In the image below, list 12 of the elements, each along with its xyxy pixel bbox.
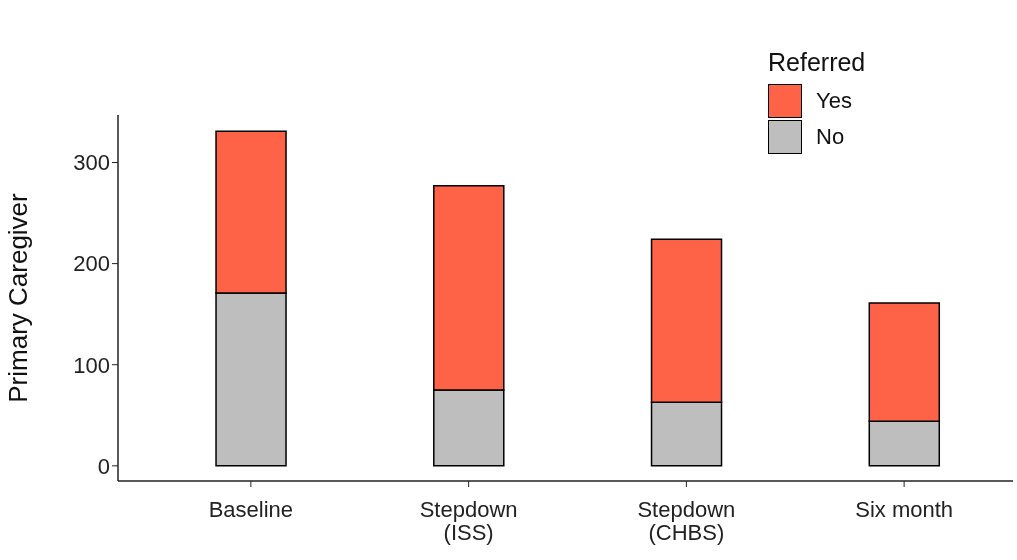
legend-title: Referred: [768, 48, 866, 77]
legend-label: Yes: [816, 88, 852, 114]
x-tick-label: Baseline: [208, 496, 294, 522]
legend-label: No: [816, 124, 845, 150]
y-axis-title: Primary Caregiver: [3, 192, 34, 403]
x-tick-label: Stepdown (CHBS): [637, 496, 736, 545]
y-tick-label: 200: [73, 251, 110, 277]
y-tick-label: 100: [73, 352, 110, 378]
x-tick-label: Six month: [855, 496, 954, 522]
y-tick-label: 300: [73, 150, 110, 176]
y-tick-label: 0: [97, 453, 110, 479]
x-tick-label: Stepdown (ISS): [419, 496, 518, 545]
